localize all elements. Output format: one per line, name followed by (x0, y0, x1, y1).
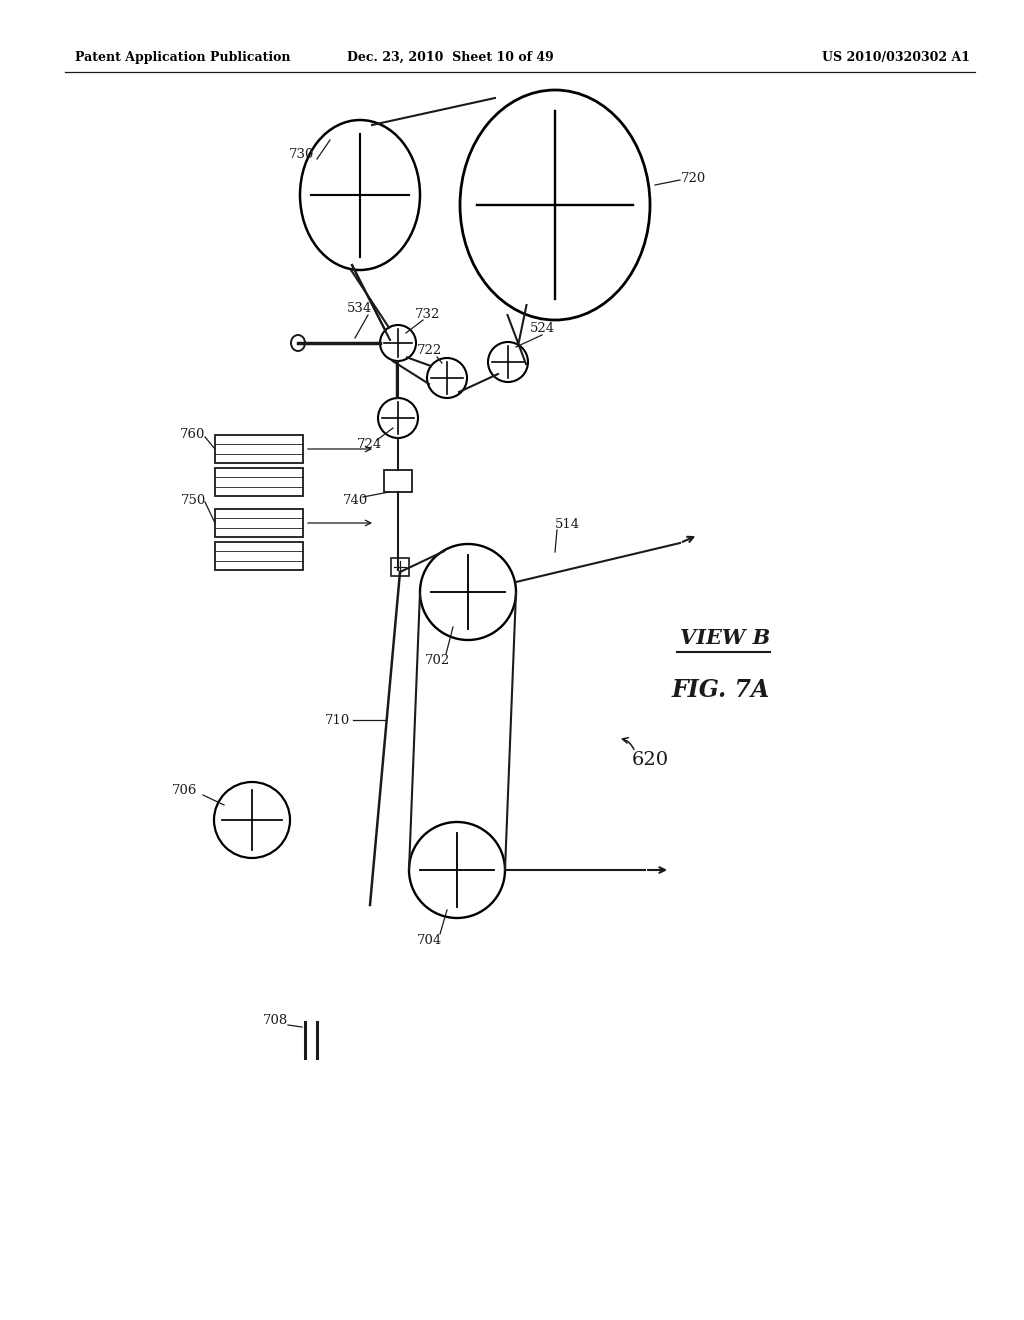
Bar (215, 543, 303, 570)
Text: 524: 524 (529, 322, 555, 334)
Text: 750: 750 (180, 494, 206, 507)
Text: US 2010/0320302 A1: US 2010/0320302 A1 (822, 50, 970, 63)
Text: 514: 514 (554, 519, 580, 532)
Text: 534: 534 (347, 301, 373, 314)
Bar (215, 469, 303, 496)
Bar (391, 558, 409, 576)
Text: 702: 702 (425, 653, 451, 667)
Text: 760: 760 (180, 429, 206, 441)
Text: 620: 620 (632, 751, 669, 770)
Text: 704: 704 (418, 933, 442, 946)
Text: 708: 708 (262, 1014, 288, 1027)
Bar (384, 470, 412, 492)
Text: 706: 706 (172, 784, 198, 796)
Text: 724: 724 (357, 438, 383, 451)
Text: 740: 740 (342, 494, 368, 507)
Text: 710: 710 (326, 714, 350, 726)
Text: 722: 722 (418, 343, 442, 356)
Text: Patent Application Publication: Patent Application Publication (75, 50, 291, 63)
Text: VIEW B: VIEW B (680, 628, 770, 648)
Text: Dec. 23, 2010  Sheet 10 of 49: Dec. 23, 2010 Sheet 10 of 49 (347, 50, 553, 63)
Text: 732: 732 (416, 309, 440, 322)
Text: FIG. 7A: FIG. 7A (672, 678, 770, 702)
Bar (215, 436, 303, 463)
Bar (215, 510, 303, 537)
Text: 730: 730 (290, 149, 314, 161)
Text: 720: 720 (680, 172, 706, 185)
